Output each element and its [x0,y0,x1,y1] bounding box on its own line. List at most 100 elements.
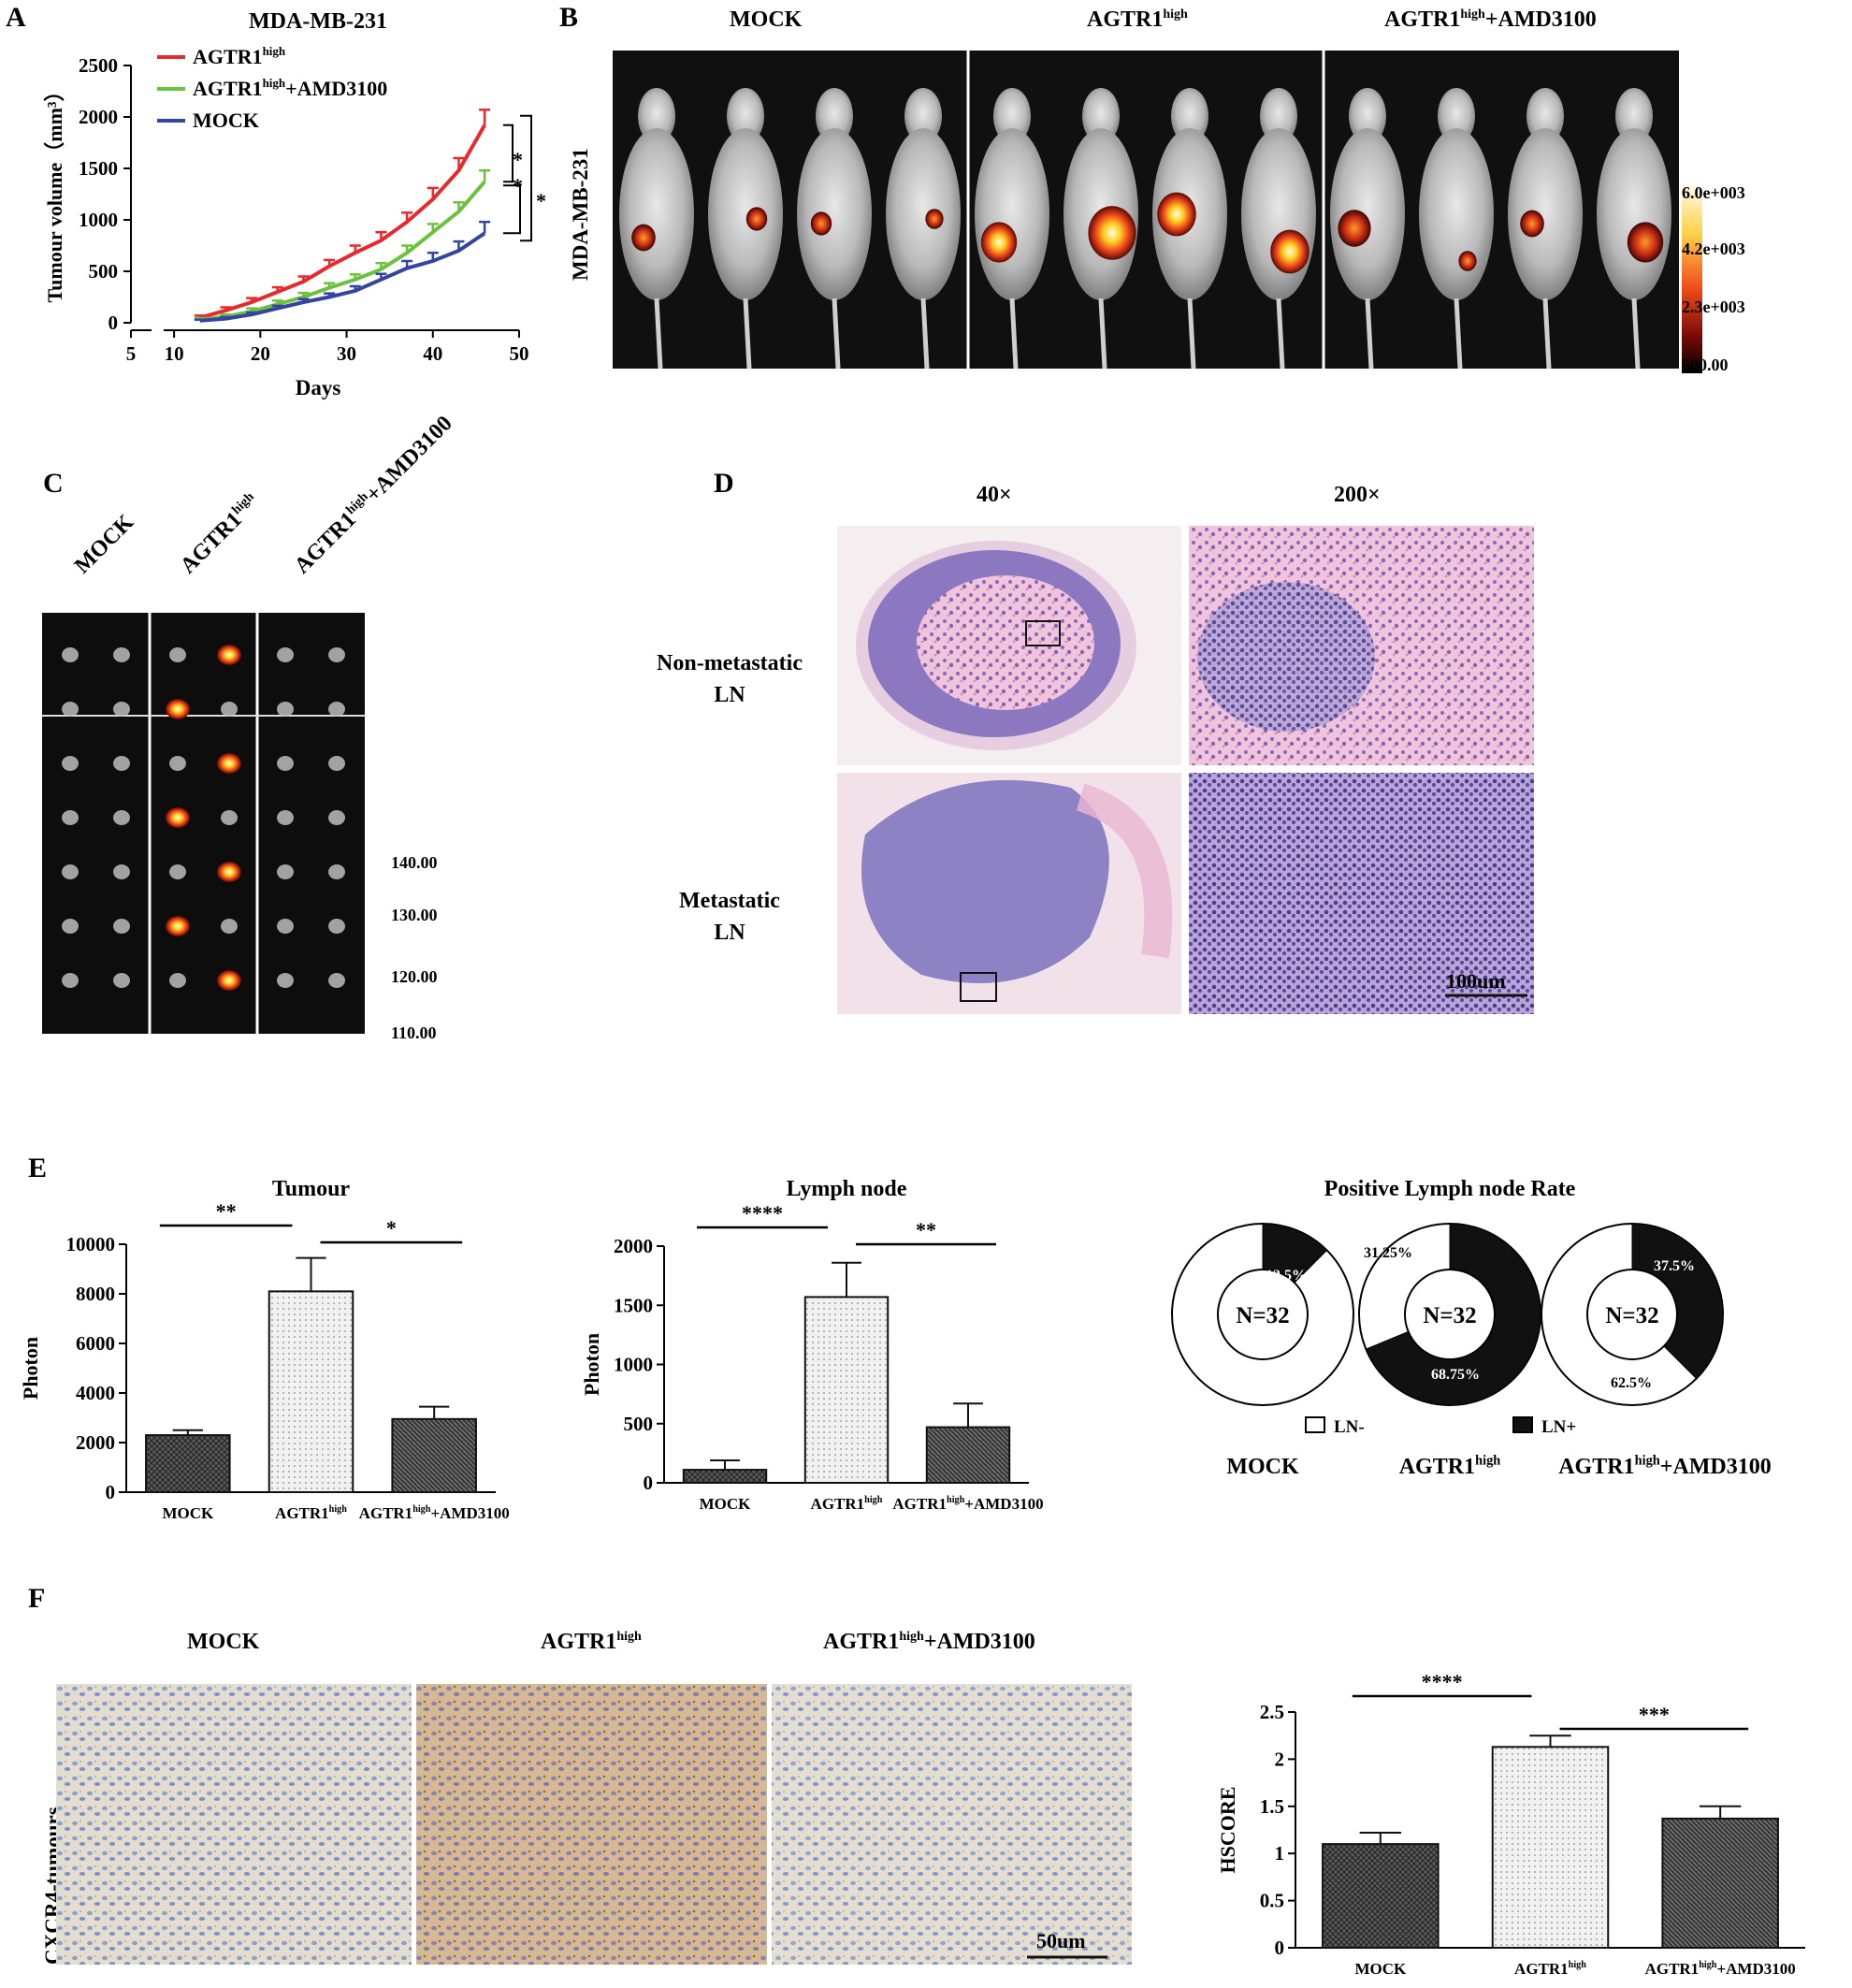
lymph-node-signal [328,810,345,825]
y-tick-label: 8000 [76,1283,115,1305]
category-label: MOCK [1354,1960,1407,1978]
y-tick-label: 1500 [79,157,118,180]
lymph-node-signal [113,756,130,771]
panel-b-header-mock: MOCK [730,7,803,32]
mouse-head [1438,88,1475,144]
legend-label: AGTR1high+AMD3100 [193,76,387,100]
mouse-tail [1365,297,1374,370]
scale-c-tick-2: 130.00 [391,906,438,924]
legend-label: LN+ [1541,1417,1576,1437]
pie-percent-label: 68.75% [1431,1367,1480,1383]
significance-mark: * [386,1216,397,1240]
mouse-tail [1276,297,1285,370]
panel-label-f: F [28,1583,46,1614]
panel-d-col-200x: 200× [1334,483,1381,507]
category-label: MOCK [162,1504,214,1522]
lymph-node-signal [169,864,186,879]
panel-c-header-mock: MOCK [70,510,139,579]
pie-percent-label: 37.5% [1654,1258,1695,1274]
tumour-photon-bar-chart: Tumour 0 2000 4000 6000 8000 10000 Photon MOCK AG… [19,1177,510,1522]
mouse-bioluminescence-image [613,51,1702,373]
mouse-tail [743,297,752,370]
panel-label-e: E [28,1153,48,1183]
mouse-tail [920,297,930,370]
lymph-node-signal [166,699,190,719]
group-amd-suffix: +AMD3100 [1484,7,1597,32]
ihc-mock [56,1684,412,1965]
legend-swatch-positive [1512,1416,1533,1433]
bar [145,1434,231,1493]
pie-percent-label: 31.25% [1364,1245,1412,1261]
significance-mark: **** [742,1201,783,1225]
bar [391,1417,477,1494]
x-tick-label: 10 [165,342,184,365]
significance-bracket [520,114,532,242]
category-label: AGTR1high+AMD3100 [892,1495,1043,1513]
positive-lymph-node-rate-pies: Positive Lymph node Rate N=32 12.5% MOCK N=3… [1171,1177,1772,1479]
category-label: AGTR1high+AMD3100 [359,1504,510,1522]
panel-f-header-mock: MOCK [187,1630,260,1654]
category-label: AGTR1high [1514,1960,1586,1978]
panel-c-header-agtr1-amd: AGTR1high+AMD3100 [290,412,457,579]
group-agtr1-text: AGTR1 [1087,7,1164,32]
lymph-node-signal [62,864,79,879]
mouse-tail [1187,297,1196,370]
imaging-background [42,613,365,1034]
y-tick-label: 0 [106,1481,116,1503]
tumour-volume-line-chart: MDA-MB-231 0 500 1000 1500 2000 2500 5 10 20 30 40 5… [43,9,546,399]
scale-c-tick-1: 140.00 [391,853,438,872]
y-tick-label: 0.5 [1260,1890,1284,1912]
y-tick-label: 1500 [614,1294,653,1316]
lymph-node-signal [217,970,241,991]
legend-label: LN- [1334,1417,1365,1437]
lymph-node-signal [169,647,186,662]
mouse-body [1330,128,1405,300]
y-tick-label: 6000 [76,1332,115,1355]
imaging-background [613,51,1679,369]
mouse-tail [1454,297,1463,370]
he-lymph-node-micrographs [837,526,1534,1014]
pie-group-label: AGTR1high [1399,1453,1501,1479]
lymph-node-signal [169,973,186,988]
pie-percent-label: 62.5% [1611,1375,1652,1391]
lymph-node-signal [166,916,190,936]
y-axis-label: HSCORE [1216,1787,1239,1874]
zoom-box [1025,620,1061,646]
mouse-body [619,128,694,300]
lymph-node-signal [277,756,294,771]
lymph-node-signal [277,973,294,988]
lymph-node-signal [62,973,79,988]
lymph-node-signal [113,973,130,988]
y-tick-label: 1000 [79,209,118,231]
lymph-node-signal [62,919,79,934]
mouse-head [1349,88,1386,144]
lymph-node-signal [166,807,190,828]
category-label: AGTR1high [275,1504,347,1522]
lymph-node-signal [62,756,79,771]
lymph-node-signal [221,810,238,825]
y-tick-label: 2.5 [1260,1701,1284,1723]
lymph-node-signal [328,702,345,717]
y-tick-label: 0 [644,1472,654,1494]
tumour-signal [1270,229,1309,274]
scale-b-tick-3: 2.3e+003 [1682,297,1745,316]
panel-b-header-agtr1: AGTR1high [1087,7,1188,33]
significance-mark: ** [916,1218,936,1241]
lymph-node-signal [217,862,241,882]
y-tick-label: 2 [1275,1748,1285,1770]
category-label: AGTR1high+AMD3100 [1645,1960,1796,1978]
group-high-sup: high [616,1630,642,1644]
lymph-node-signal [113,919,130,934]
y-tick-label: 500 [624,1413,654,1435]
pie-group-label: AGTR1high+AMD3100 [1558,1453,1772,1479]
pie-percent-label: 12.5% [1266,1268,1307,1284]
legend-swatch-negative [1305,1416,1325,1433]
lymph-node-signal [328,919,345,934]
group-high-sup: high [899,1630,924,1644]
legend-label: MOCK [193,109,259,132]
lymph-node-signal [217,645,241,665]
tumour-signal [810,211,832,236]
y-tick-label: 0 [1275,1937,1285,1959]
x-tick-label: 30 [337,342,356,365]
row-label-line1: Non-metastatic [657,651,803,675]
